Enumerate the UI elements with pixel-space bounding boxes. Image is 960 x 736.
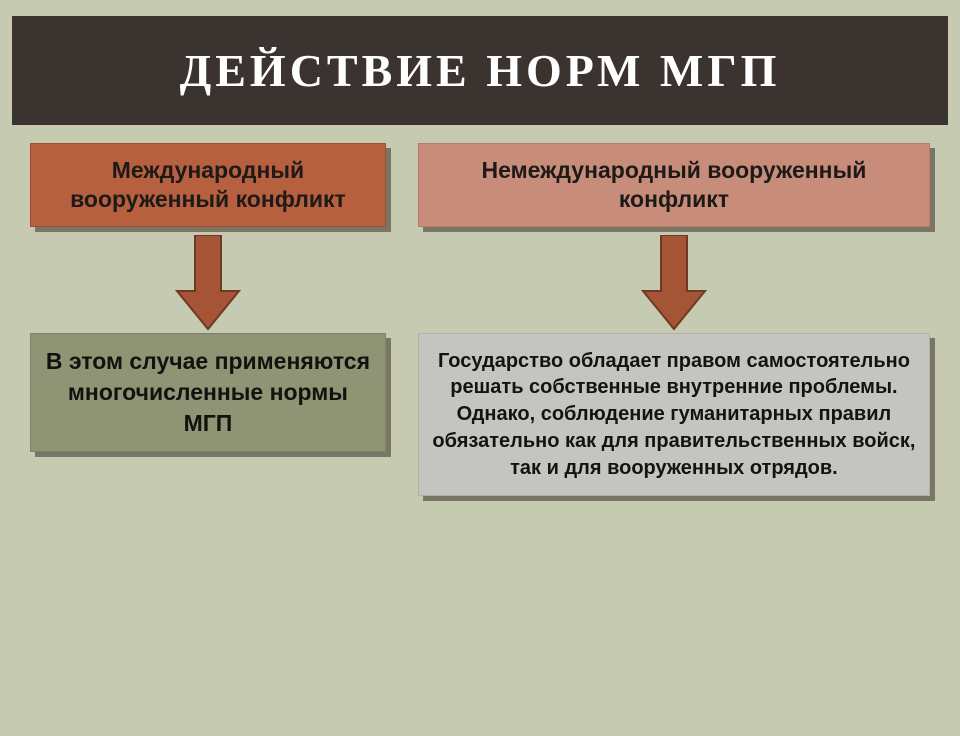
left-top-box: Международный вооруженный конфликт	[30, 143, 386, 227]
right-arrow-wrap	[639, 235, 709, 331]
arrow-down-icon	[639, 235, 709, 331]
right-top-box: Немеждународный вооруженный конфликт	[418, 143, 930, 227]
left-arrow-wrap	[173, 235, 243, 331]
slide-title: ДЕЙСТВИЕ НОРМ МГП	[22, 44, 938, 97]
columns-container: Международный вооруженный конфликт В это…	[0, 137, 960, 496]
right-top-text: Немеждународный вооруженный конфликт	[482, 157, 867, 212]
left-top-text: Международный вооруженный конфликт	[70, 157, 346, 212]
right-column: Немеждународный вооруженный конфликт Гос…	[418, 143, 930, 496]
slide-title-block: ДЕЙСТВИЕ НОРМ МГП	[12, 16, 948, 125]
left-bottom-box: В этом случае применяются многочисленные…	[30, 333, 386, 452]
right-bottom-text: Государство обладает правом самостоятель…	[432, 350, 915, 479]
left-column: Международный вооруженный конфликт В это…	[30, 143, 386, 496]
arrow-down-icon	[173, 235, 243, 331]
left-bottom-text: В этом случае применяются многочисленные…	[46, 348, 370, 436]
right-bottom-box: Государство обладает правом самостоятель…	[418, 333, 930, 497]
